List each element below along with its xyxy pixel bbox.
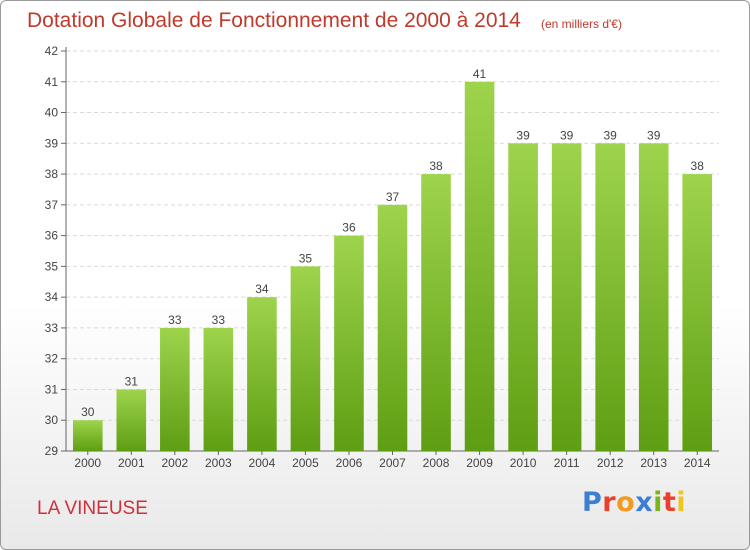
x-tick-label-2007: 2007	[379, 456, 406, 470]
bar-2007	[377, 204, 408, 451]
bar-2012	[595, 143, 625, 452]
y-tick-label: 42	[45, 44, 59, 58]
bar-2001	[116, 389, 147, 451]
bar-2009	[464, 81, 495, 452]
bar-2010	[508, 143, 538, 452]
y-tick-label: 33	[45, 321, 59, 335]
y-tick-label: 30	[45, 413, 59, 427]
data-label-2000: 30	[81, 405, 95, 419]
bar-2003	[203, 327, 234, 451]
data-label-2009: 41	[473, 67, 487, 81]
data-label-2013: 39	[647, 128, 661, 142]
x-tick-label-2005: 2005	[292, 456, 319, 470]
x-tick-label-2000: 2000	[74, 456, 101, 470]
data-label-2006: 36	[342, 221, 356, 235]
data-label-2001: 31	[125, 374, 139, 388]
x-tick-label-2002: 2002	[161, 456, 188, 470]
data-label-2007: 37	[386, 190, 400, 204]
x-tick-label-2001: 2001	[118, 456, 145, 470]
bar-2002	[160, 327, 190, 451]
commune-name: LA VINEUSE	[37, 498, 148, 519]
y-tick-label: 34	[45, 290, 59, 304]
bar-2004	[247, 297, 277, 451]
x-tick-label-2008: 2008	[423, 456, 450, 470]
y-tick-label: 40	[45, 106, 59, 120]
y-tick-label: 32	[45, 352, 59, 366]
bar-2008	[421, 174, 451, 452]
y-tick-label: 36	[45, 229, 59, 243]
x-tick-label-2012: 2012	[597, 456, 624, 470]
chart-subtitle: (en milliers d'€)	[541, 17, 622, 31]
data-label-2004: 34	[255, 282, 269, 296]
x-tick-label-2006: 2006	[336, 456, 363, 470]
x-tick-label-2009: 2009	[466, 456, 493, 470]
x-tick-label-2004: 2004	[249, 456, 276, 470]
data-label-2011: 39	[560, 128, 574, 142]
bar-2000	[72, 420, 103, 451]
bar-2014	[682, 174, 713, 452]
data-label-2010: 39	[516, 128, 530, 142]
bar-2005	[290, 266, 321, 451]
data-label-2014: 38	[691, 159, 705, 173]
x-tick-label-2011: 2011	[554, 456, 580, 470]
bar-2013	[638, 143, 669, 452]
y-tick-label: 38	[45, 167, 59, 181]
data-label-2008: 38	[429, 159, 443, 173]
y-tick-label: 37	[45, 198, 59, 212]
y-tick-label: 31	[45, 382, 59, 396]
x-tick-label-2014: 2014	[684, 456, 711, 470]
data-label-2012: 39	[603, 128, 617, 142]
data-label-2002: 33	[168, 313, 182, 327]
bar-2011	[551, 143, 582, 452]
bar-2006	[334, 235, 364, 451]
y-tick-label: 41	[45, 75, 59, 89]
data-label-2005: 35	[299, 251, 313, 265]
proxiti-logo: Proxiti	[582, 487, 687, 518]
x-tick-label-2013: 2013	[640, 456, 667, 470]
y-tick-label: 29	[45, 444, 59, 458]
y-tick-label: 35	[45, 259, 59, 273]
x-tick-label-2003: 2003	[205, 456, 232, 470]
chart-title: Dotation Globale de Fonctionnement de 20…	[27, 9, 521, 32]
x-tick-label-2010: 2010	[510, 456, 537, 470]
y-tick-label: 39	[45, 136, 59, 150]
data-label-2003: 33	[212, 313, 226, 327]
